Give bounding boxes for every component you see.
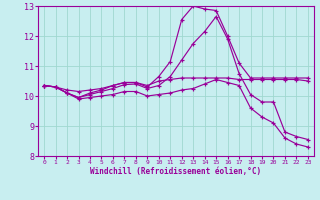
X-axis label: Windchill (Refroidissement éolien,°C): Windchill (Refroidissement éolien,°C)	[91, 167, 261, 176]
